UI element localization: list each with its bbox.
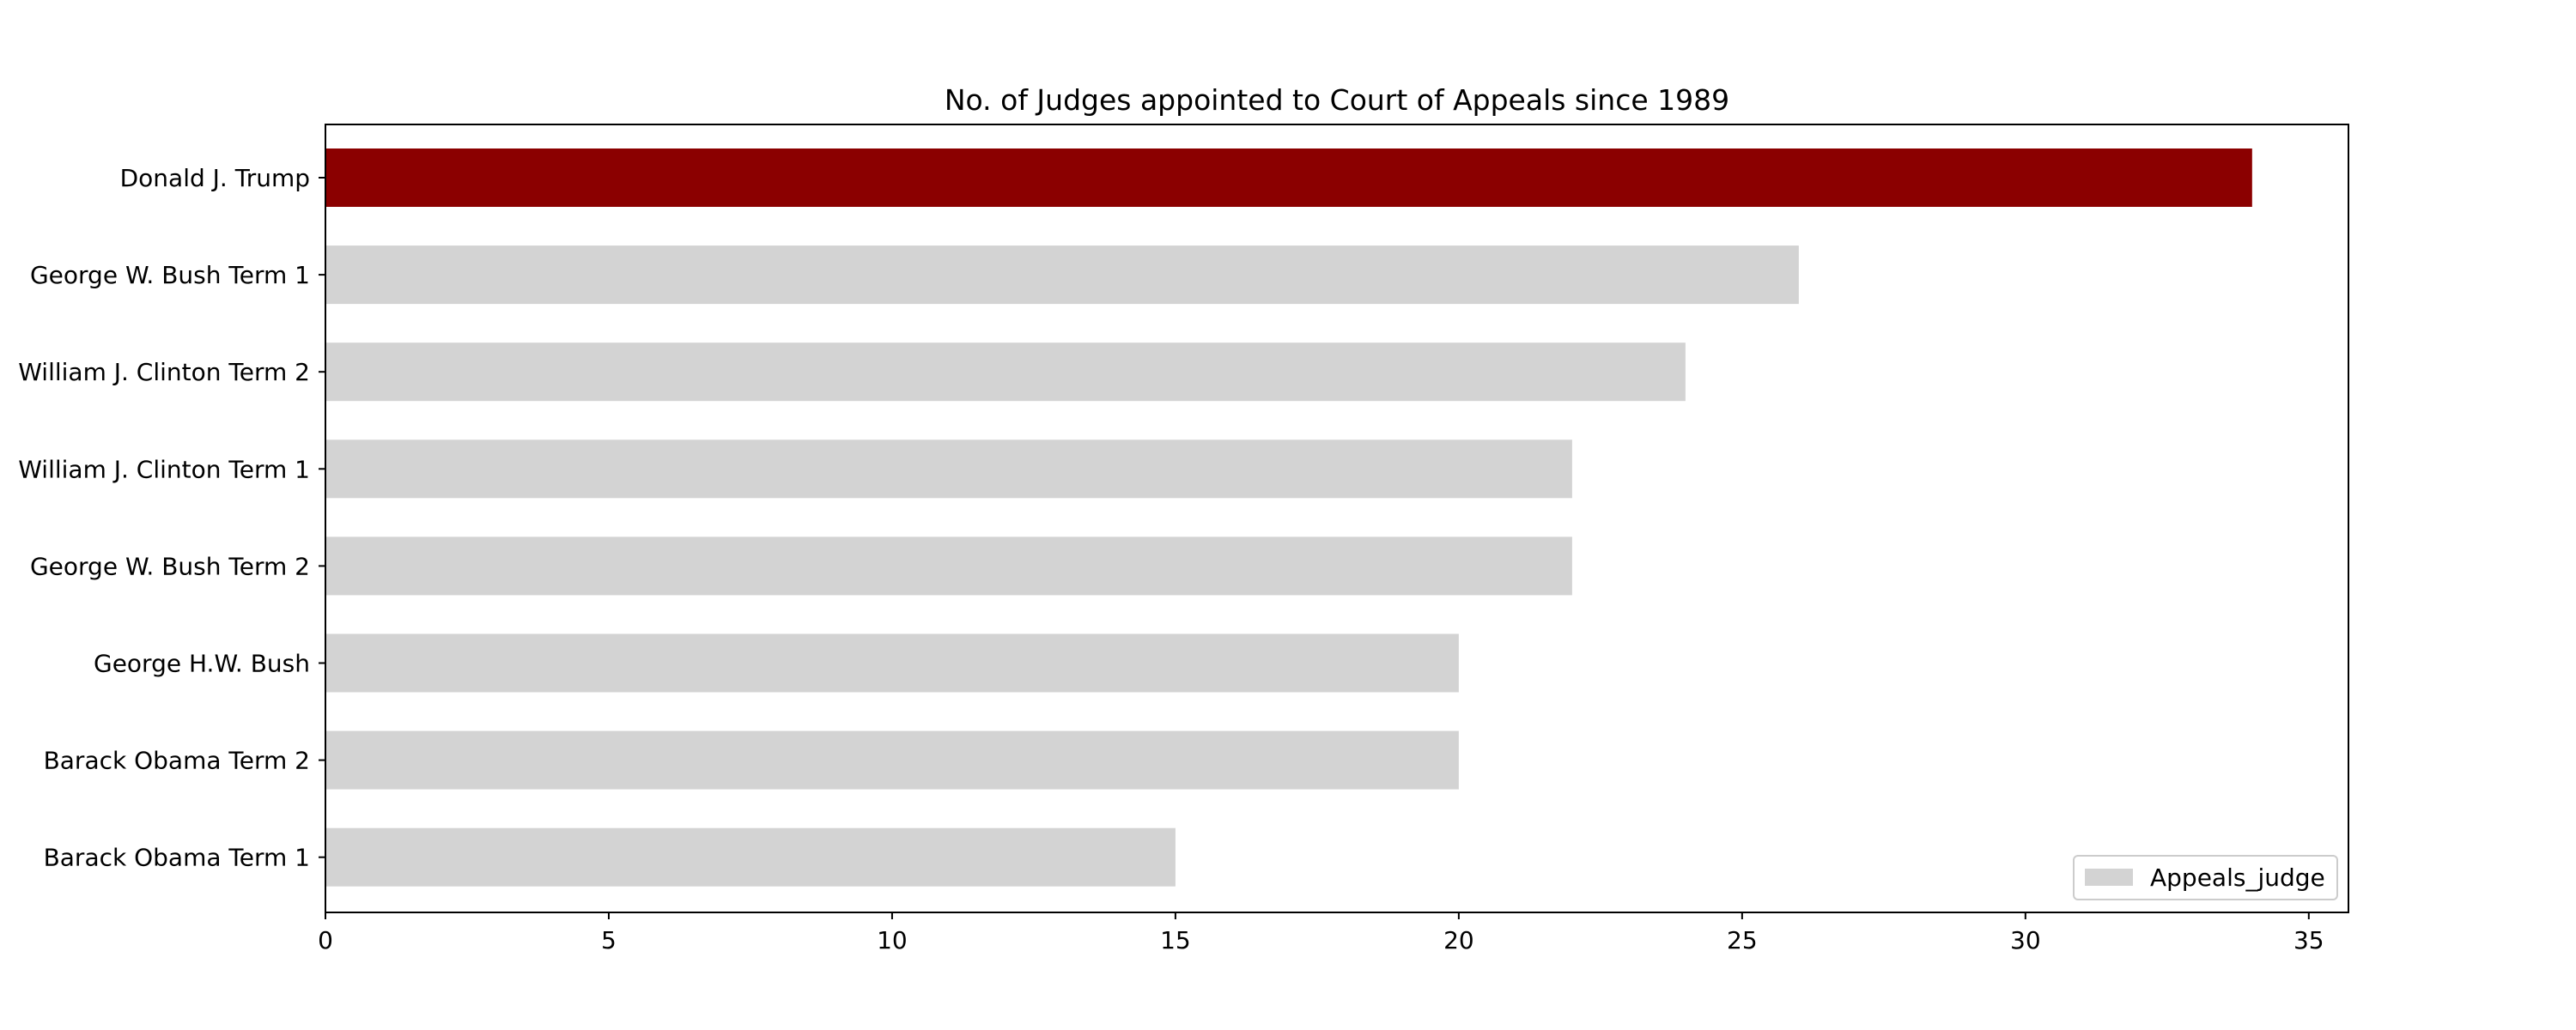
y-tick-label: Barack Obama Term 1 [44,844,310,872]
legend: Appeals_judge [2073,855,2338,900]
bar-george-w-bush-term-1 [325,245,1799,305]
x-tick-label: 15 [1160,926,1191,954]
x-tick-label: 0 [318,926,333,954]
y-axis: Donald J. Trump George W. Bush Term 1 Will… [18,164,325,872]
bar-barack-obama-term-2 [325,730,1459,790]
x-tick-label: 20 [1443,926,1474,954]
y-tick-label: Donald J. Trump [120,164,310,192]
bars-group [325,148,2252,887]
bar-william-j-clinton-term-1 [325,439,1572,499]
bar-barack-obama-term-1 [325,827,1176,887]
bar-george-h-w-bush [325,633,1459,693]
x-tick-label: 30 [2010,926,2041,954]
y-tick-label: William J. Clinton Term 1 [18,455,310,483]
plot-frame [325,124,2349,913]
bar-george-w-bush-term-2 [325,536,1572,596]
y-tick-label: George H.W. Bush [94,650,310,678]
x-axis: 0 5 10 15 20 25 30 35 [318,912,2324,954]
legend-label: Appeals_judge [2150,863,2325,892]
chart-title: No. of Judges appointed to Court of Appe… [945,83,1729,117]
legend-box [2073,855,2338,900]
x-tick-label: 25 [1727,926,1758,954]
y-tick-label: George W. Bush Term 1 [30,261,310,289]
y-tick-label: George W. Bush Term 2 [30,552,310,580]
bar-donald-j-trump [325,148,2252,207]
x-tick-label: 10 [877,926,908,954]
x-tick-label: 35 [2293,926,2324,954]
bar-william-j-clinton-term-2 [325,342,1686,402]
y-tick-label: William J. Clinton Term 2 [18,358,310,386]
legend-swatch [2085,869,2133,886]
x-tick-label: 5 [601,926,617,954]
y-tick-label: Barack Obama Term 2 [44,747,310,775]
